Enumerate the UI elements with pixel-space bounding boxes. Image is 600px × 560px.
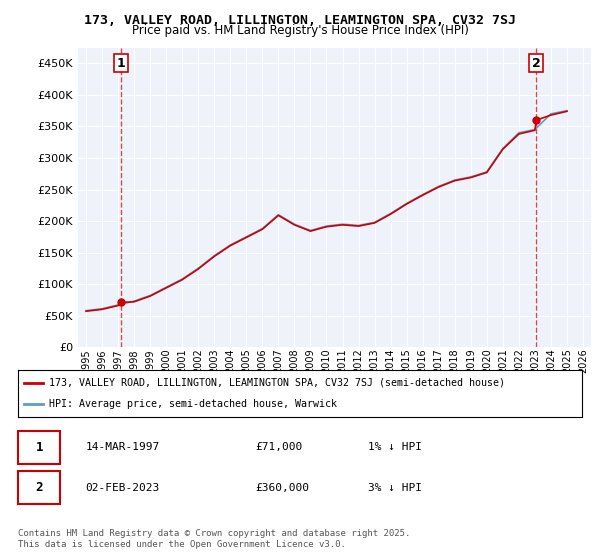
- Text: 2: 2: [35, 482, 43, 494]
- Text: 1: 1: [35, 441, 43, 454]
- FancyBboxPatch shape: [18, 431, 60, 464]
- Text: 02-FEB-2023: 02-FEB-2023: [86, 483, 160, 493]
- Text: 14-MAR-1997: 14-MAR-1997: [86, 442, 160, 452]
- FancyBboxPatch shape: [18, 472, 60, 505]
- Text: Price paid vs. HM Land Registry's House Price Index (HPI): Price paid vs. HM Land Registry's House …: [131, 24, 469, 36]
- Text: 173, VALLEY ROAD, LILLINGTON, LEAMINGTON SPA, CV32 7SJ (semi-detached house): 173, VALLEY ROAD, LILLINGTON, LEAMINGTON…: [49, 378, 505, 388]
- Text: 3% ↓ HPI: 3% ↓ HPI: [368, 483, 422, 493]
- Text: 2: 2: [532, 57, 541, 70]
- Text: 1% ↓ HPI: 1% ↓ HPI: [368, 442, 422, 452]
- Text: Contains HM Land Registry data © Crown copyright and database right 2025.
This d: Contains HM Land Registry data © Crown c…: [18, 529, 410, 549]
- Text: 1: 1: [117, 57, 125, 70]
- Text: £360,000: £360,000: [255, 483, 309, 493]
- Text: 173, VALLEY ROAD, LILLINGTON, LEAMINGTON SPA, CV32 7SJ: 173, VALLEY ROAD, LILLINGTON, LEAMINGTON…: [84, 14, 516, 27]
- Text: HPI: Average price, semi-detached house, Warwick: HPI: Average price, semi-detached house,…: [49, 399, 337, 409]
- Text: £71,000: £71,000: [255, 442, 302, 452]
